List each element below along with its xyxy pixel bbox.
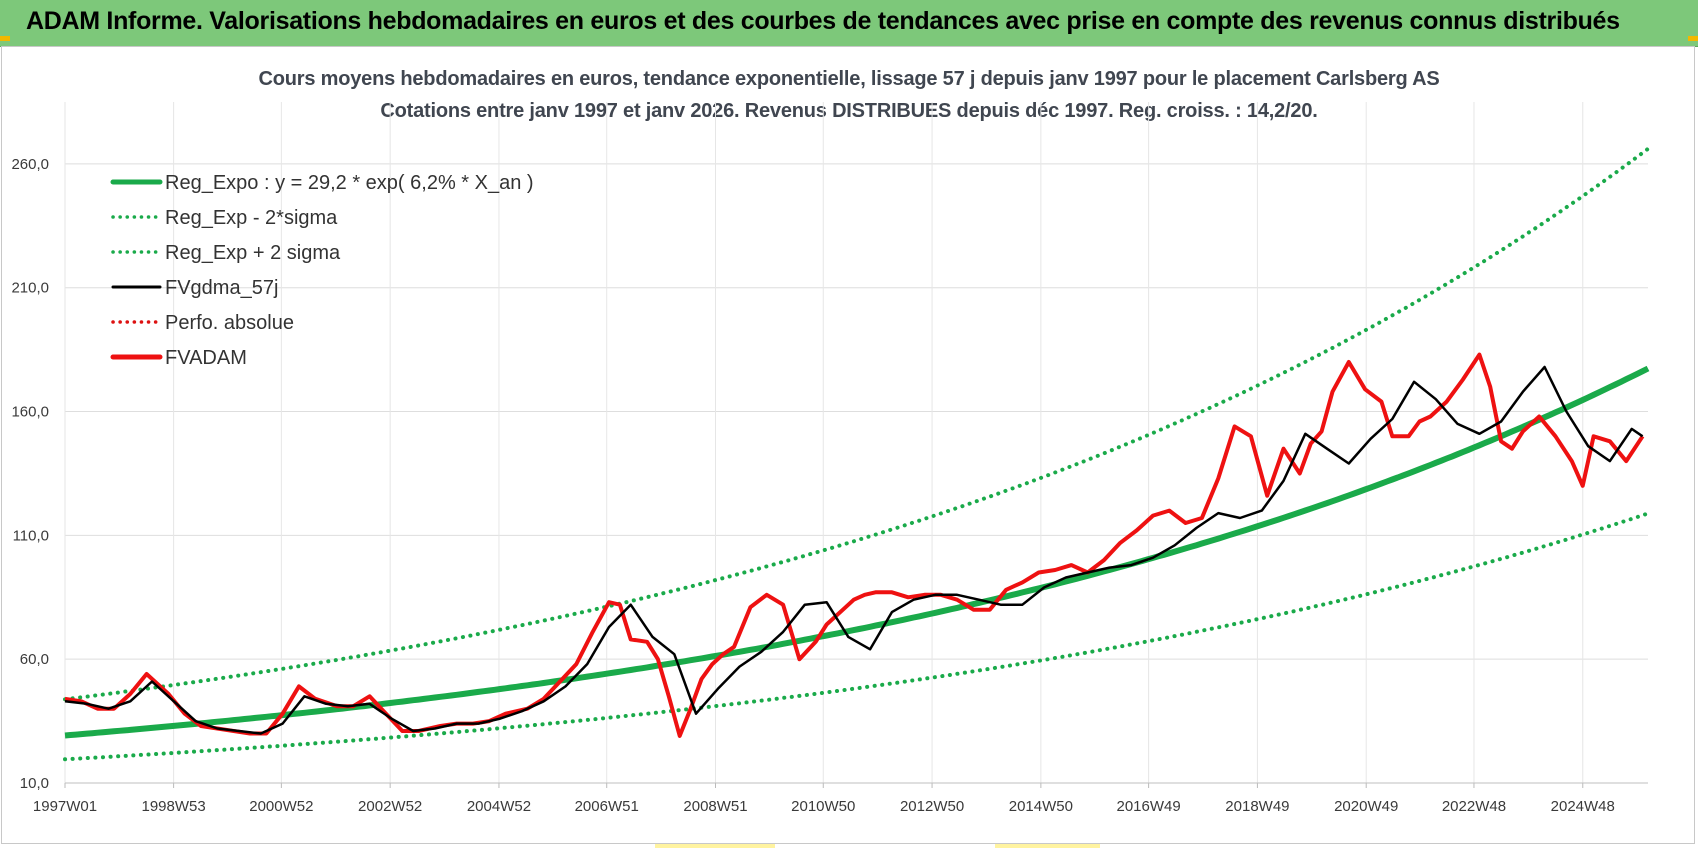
- header-title: ADAM Informe. Valorisations hebdomadaire…: [26, 7, 1620, 35]
- legend-label: Reg_Exp - 2*sigma: [165, 207, 338, 229]
- x-tick-label: 2008W51: [683, 798, 747, 815]
- chart-grid: [64, 102, 1648, 788]
- x-tick-label: 2004W52: [467, 798, 531, 815]
- x-tick-label: 2018W49: [1225, 798, 1289, 815]
- corner-marker: [1688, 36, 1698, 41]
- legend-label: Reg_Expo : y = 29,2 * exp( 6,2% * X_an ): [165, 172, 534, 194]
- legend-label: Perfo. absolue: [165, 312, 294, 334]
- chart-legend: Reg_Expo : y = 29,2 * exp( 6,2% * X_an )…: [110, 172, 534, 369]
- series-fvadam: [64, 352, 1645, 738]
- header-bar: ADAM Informe. Valorisations hebdomadaire…: [0, 0, 1698, 47]
- y-tick-label: 210,0: [11, 280, 49, 297]
- y-tick-label: 160,0: [11, 404, 49, 421]
- chart-title: Cours moyens hebdomadaires en euros, ten…: [258, 68, 1440, 90]
- y-tick-label: 110,0: [13, 527, 49, 544]
- y-tick-label: 260,0: [11, 156, 49, 173]
- legend-label: FVgdma_57j: [165, 277, 278, 299]
- x-tick-label: 2010W50: [791, 798, 855, 815]
- legend-label: FVADAM: [165, 347, 247, 369]
- series-reg-exp-plus-2sigma: [63, 146, 1650, 702]
- x-tick-label: 1997W01: [33, 798, 97, 815]
- x-tick-label: 1998W53: [142, 798, 206, 815]
- legend-label: Reg_Exp + 2 sigma: [165, 242, 341, 264]
- bottom-strip: [995, 844, 1100, 848]
- x-axis-ticks: 1997W01 1998W53 2000W52 2002W52 2004W52 2006W…: [33, 798, 1615, 815]
- x-tick-label: 2002W52: [358, 798, 422, 815]
- y-axis-ticks: 10,0 60,0 110,0 160,0 210,0 260,0: [11, 156, 49, 792]
- y-tick-label: 10,0: [20, 775, 49, 792]
- x-tick-label: 2014W50: [1009, 798, 1073, 815]
- x-tick-label: 2022W48: [1442, 798, 1506, 815]
- x-tick-label: 2016W49: [1117, 798, 1181, 815]
- series-fvgdma-57j: [64, 365, 1644, 735]
- y-tick-label: 60,0: [20, 651, 49, 668]
- chart-subtitle: Cotations entre janv 1997 et janv 2026. …: [380, 100, 1318, 122]
- chart-frame: [1, 46, 1695, 844]
- x-tick-label: 2006W51: [575, 798, 639, 815]
- x-tick-label: 2024W48: [1551, 798, 1615, 815]
- chart-series: [63, 146, 1650, 762]
- series-reg-exp-minus-2sigma: [63, 511, 1650, 762]
- corner-marker: [0, 36, 10, 41]
- bottom-strip: [655, 844, 775, 848]
- series-reg-expo: [64, 365, 1650, 739]
- x-tick-label: 2020W49: [1334, 798, 1398, 815]
- x-tick-label: 2012W50: [900, 798, 964, 815]
- x-tick-label: 2000W52: [249, 798, 313, 815]
